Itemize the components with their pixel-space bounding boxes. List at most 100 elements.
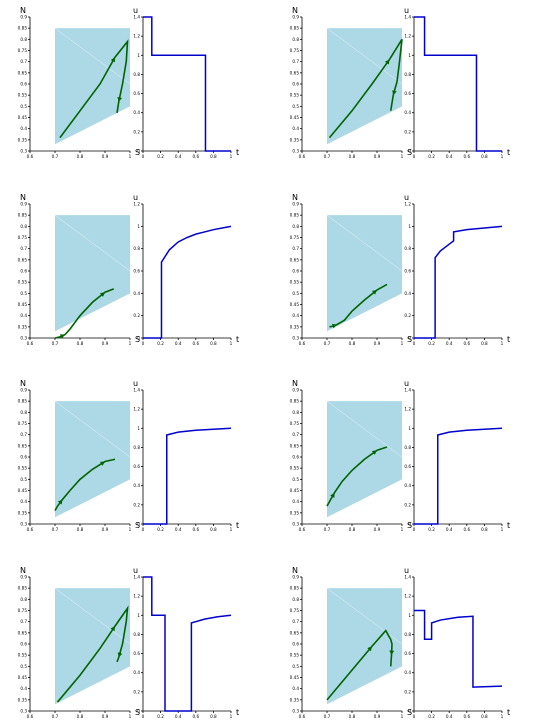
- x-tick-label: 0.9: [102, 527, 109, 532]
- x-tick-label: 0.6: [192, 714, 199, 719]
- direction-arrow: [117, 96, 123, 102]
- feasible-region: [327, 588, 402, 705]
- x-tick-label: 0.6: [27, 714, 34, 719]
- x-tick-label: 0.2: [428, 154, 435, 159]
- x-tick-label: 1: [501, 154, 504, 159]
- y-tick-label: 0.45: [290, 675, 300, 680]
- direction-arrow: [110, 626, 115, 632]
- y-tick-label: 1: [137, 224, 140, 229]
- x-tick-label: 0.8: [481, 341, 488, 346]
- y-axis-title: N: [20, 379, 26, 388]
- y-axis-title: u: [133, 6, 138, 15]
- direction-arrow: [371, 289, 377, 295]
- y-tick-label: 0.85: [290, 399, 300, 404]
- x-tick-label: 0.7: [324, 527, 331, 532]
- y-tick-label: 0.8: [404, 445, 411, 450]
- x-tick-label: 0.9: [374, 154, 381, 159]
- y-tick-label: 0.4: [20, 686, 27, 691]
- region-diagonal: [326, 27, 403, 85]
- direction-arrow: [99, 461, 105, 466]
- x-tick-label: 1: [230, 527, 233, 532]
- y-tick-label: 0.75: [18, 608, 28, 613]
- y-tick-label: 0.6: [20, 455, 27, 460]
- y-tick-label: 0.6: [404, 91, 411, 96]
- y-tick-label: 0.55: [290, 466, 300, 471]
- y-tick-label: 0.6: [404, 464, 411, 469]
- y-tick-label: 0.6: [133, 91, 140, 96]
- y-tick-label: 0.6: [133, 464, 140, 469]
- feasible-region: [327, 215, 402, 332]
- y-tick-label: 0.2: [404, 313, 411, 318]
- y-tick-label: 0.35: [18, 324, 28, 329]
- x-axis-title: S: [407, 335, 412, 344]
- x-tick-label: 0.6: [463, 154, 470, 159]
- y-tick-label: 0.8: [20, 410, 27, 415]
- panel-control-r2c2: 0 0.2 0.4 0.6 0.8 1 1.2 0 0.2 0.4 0.6 0.8 1 u t: [133, 193, 239, 346]
- x-tick-label: 0.2: [157, 527, 164, 532]
- y-tick-label: 0.4: [292, 499, 299, 504]
- x-tick-label: 0.8: [210, 714, 217, 719]
- y-tick-label: 0.8: [20, 597, 27, 602]
- y-tick-label: 0.8: [292, 597, 299, 602]
- panel-phase-r3c1: 0.3 0.35 0.4 0.45 0.5 0.55 0.6 0.65 0.7 0.75 0.8 0.…: [18, 379, 140, 532]
- x-tick-label: 0.6: [463, 714, 470, 719]
- direction-arrow: [59, 334, 65, 339]
- x-tick-label: 0: [413, 714, 416, 719]
- y-tick-label: 0.4: [133, 483, 140, 488]
- y-tick-label: 0.55: [18, 466, 28, 471]
- y-tick-label: 0.8: [133, 632, 140, 637]
- y-tick-label: 1.4: [404, 15, 411, 20]
- y-tick-label: 0: [137, 522, 140, 527]
- y-tick-label: 1.4: [133, 388, 140, 393]
- y-tick-label: 0.35: [18, 697, 28, 702]
- y-tick-label: 0.4: [404, 483, 411, 488]
- y-tick-label: 0.9: [20, 575, 27, 580]
- x-tick-label: 0.7: [52, 714, 59, 719]
- y-tick-label: 0.9: [292, 575, 299, 580]
- direction-arrow: [367, 646, 372, 652]
- y-tick-label: 0.4: [404, 110, 411, 115]
- x-tick-label: 1: [501, 714, 504, 719]
- x-tick-label: 0: [413, 341, 416, 346]
- x-tick-label: 0.9: [102, 714, 109, 719]
- x-tick-label: 0.8: [77, 527, 84, 532]
- y-tick-label: 0.65: [290, 443, 300, 448]
- x-tick-label: 0: [142, 341, 145, 346]
- x-tick-label: 0.6: [27, 154, 34, 159]
- panel-control-r2c4: 0 0.2 0.4 0.6 0.8 1 1.2 0 0.2 0.4 0.6 0.8 1 u t: [404, 193, 510, 346]
- y-tick-label: 0.85: [18, 26, 28, 31]
- x-tick-label: 0.6: [192, 154, 199, 159]
- control-line: [143, 576, 232, 712]
- x-tick-label: 0.8: [77, 714, 84, 719]
- y-tick-label: 1.2: [133, 594, 140, 599]
- x-tick-label: 0.2: [428, 341, 435, 346]
- x-tick-label: 0.9: [102, 154, 109, 159]
- y-tick-label: 0.5: [20, 664, 27, 669]
- y-axis-title: u: [404, 379, 409, 388]
- x-tick-label: 1: [129, 341, 132, 346]
- y-tick-label: 0.5: [20, 477, 27, 482]
- feasible-region: [55, 588, 130, 705]
- y-tick-label: 0.4: [292, 313, 299, 318]
- y-tick-label: 0.75: [18, 48, 28, 53]
- x-tick-label: 0.4: [175, 714, 182, 719]
- y-tick-label: 1.2: [133, 34, 140, 39]
- y-tick-label: 0.45: [18, 302, 28, 307]
- x-tick-label: 0.4: [446, 714, 453, 719]
- panel-control-r4c4: 0 0.2 0.4 0.6 0.8 1 1.2 1.4 0 0.2 0.4 0.6 0.8 1 u t: [404, 566, 510, 719]
- panel-phase-r2c1: 0.3 0.35 0.4 0.45 0.5 0.55 0.6 0.65 0.7 0.75 0.8 0.…: [18, 193, 140, 346]
- trajectory-line: [59, 39, 129, 139]
- direction-arrow: [117, 652, 123, 658]
- y-tick-label: 0.3: [20, 709, 27, 714]
- y-tick-label: 0.9: [292, 202, 299, 207]
- y-tick-label: 0.8: [404, 246, 411, 251]
- y-tick-label: 0.55: [18, 653, 28, 658]
- y-tick-label: 0.7: [292, 59, 299, 64]
- y-tick-label: 0.35: [290, 697, 300, 702]
- y-tick-label: 0.3: [20, 336, 27, 341]
- y-tick-label: 0: [408, 709, 411, 714]
- y-tick-label: 0.65: [290, 70, 300, 75]
- y-tick-label: 0.7: [292, 619, 299, 624]
- direction-arrow: [384, 59, 390, 65]
- x-tick-label: 0.9: [374, 341, 381, 346]
